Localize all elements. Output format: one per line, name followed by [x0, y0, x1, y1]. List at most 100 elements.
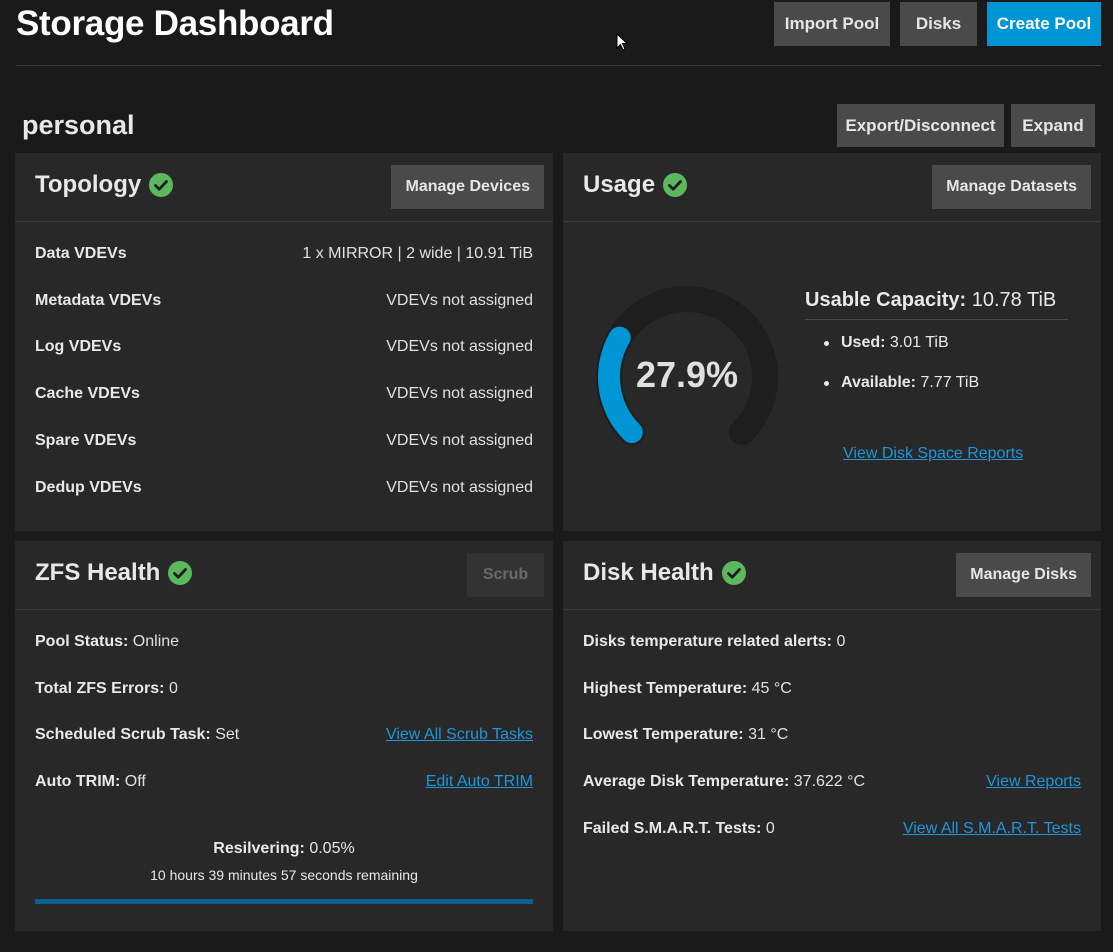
header-divider	[16, 65, 1101, 66]
view-all-scrub-tasks-link[interactable]: View All Scrub Tasks	[385, 726, 533, 743]
edit-auto-trim-link[interactable]: Edit Auto TRIM	[425, 773, 533, 790]
topology-card-header: Topology Manage Devices	[15, 153, 553, 222]
row-value: VDEVs not assigned	[386, 479, 533, 496]
pool-status-value: Online	[132, 633, 180, 650]
temperature-alerts-label: Disks temperature related alerts:	[583, 633, 832, 650]
resilvering-status: Resilvering: 0.05%	[15, 840, 553, 858]
zfs-errors-label: Total ZFS Errors:	[35, 680, 165, 697]
scrub-task-row: Scheduled Scrub Task: Set View All Scrub…	[35, 723, 533, 747]
scrub-task-label: Scheduled Scrub Task:	[35, 726, 211, 743]
resilvering-value: 0.05%	[309, 840, 355, 857]
zfs-health-card: ZFS Health Scrub Pool Status: Online Tot…	[15, 541, 553, 931]
topology-row-log: Log VDEVs VDEVs not assigned	[35, 335, 533, 359]
row-value: 1 x MIRROR | 2 wide | 10.91 TiB	[302, 245, 533, 262]
row-label: Metadata VDEVs	[35, 292, 162, 309]
resilvering-progress-bar	[35, 899, 533, 904]
auto-trim-row: Auto TRIM: Off Edit Auto TRIM	[35, 770, 533, 794]
row-label: Spare VDEVs	[35, 432, 137, 449]
topology-title: Topology	[35, 171, 174, 199]
gauge-fill	[598, 326, 643, 444]
usage-card-header: Usage Manage Datasets	[563, 153, 1101, 222]
highest-temperature-row: Highest Temperature: 45 °C	[583, 677, 1081, 701]
check-circle-icon	[149, 173, 174, 197]
view-all-smart-tests-link[interactable]: View All S.M.A.R.T. Tests	[902, 820, 1081, 837]
zfs-errors-value: 0	[168, 680, 178, 697]
capacity-underline	[805, 319, 1068, 320]
bullet-icon	[824, 380, 829, 386]
row-value: VDEVs not assigned	[386, 385, 533, 402]
usage-card: Usage Manage Datasets 27.9% Usable Capac…	[563, 153, 1101, 531]
disk-health-title-text: Disk Health	[583, 559, 714, 586]
used-label: Used:	[841, 334, 886, 351]
usable-capacity-label: Usable Capacity:	[805, 289, 967, 311]
usage-title-text: Usage	[583, 171, 656, 198]
row-label: Dedup VDEVs	[35, 479, 142, 496]
average-temperature-row: Average Disk Temperature: 37.622 °C View…	[583, 770, 1081, 794]
resilvering-label: Resilvering:	[213, 840, 305, 857]
topology-row-cache: Cache VDEVs VDEVs not assigned	[35, 382, 533, 406]
available-label: Available:	[841, 374, 916, 391]
pool-status-label: Pool Status:	[35, 633, 129, 650]
topology-row-metadata: Metadata VDEVs VDEVs not assigned	[35, 289, 533, 313]
row-value: VDEVs not assigned	[386, 338, 533, 355]
check-circle-icon	[663, 173, 688, 197]
lowest-temperature-value: 31 °C	[748, 726, 789, 743]
zfs-health-title: ZFS Health	[35, 559, 193, 587]
create-pool-button[interactable]: Create Pool	[987, 2, 1101, 46]
page-title: Storage Dashboard	[16, 4, 334, 43]
row-label: Cache VDEVs	[35, 385, 140, 402]
row-label: Log VDEVs	[35, 338, 122, 355]
highest-temperature-value: 45 °C	[751, 680, 792, 697]
pool-name: personal	[22, 110, 135, 140]
temperature-alerts-value: 0	[836, 633, 846, 650]
mouse-cursor-icon	[616, 33, 628, 51]
failed-smart-row: Failed S.M.A.R.T. Tests: 0 View All S.M.…	[583, 817, 1081, 841]
auto-trim-label: Auto TRIM:	[35, 773, 121, 790]
disk-health-card: Disk Health Manage Disks Disks temperatu…	[563, 541, 1101, 931]
bullet-icon	[824, 340, 829, 346]
view-reports-link[interactable]: View Reports	[986, 773, 1081, 790]
zfs-errors-row: Total ZFS Errors: 0	[35, 677, 533, 701]
scrub-button[interactable]: Scrub	[467, 553, 544, 597]
row-value: VDEVs not assigned	[386, 292, 533, 309]
topology-title-text: Topology	[35, 171, 142, 198]
zfs-health-title-text: ZFS Health	[35, 559, 161, 586]
check-circle-icon	[721, 561, 746, 585]
manage-datasets-button[interactable]: Manage Datasets	[932, 165, 1091, 209]
auto-trim-value: Off	[124, 773, 146, 790]
row-value: VDEVs not assigned	[386, 432, 533, 449]
topology-row-dedup: Dedup VDEVs VDEVs not assigned	[35, 476, 533, 500]
average-temperature-label: Average Disk Temperature:	[583, 773, 790, 790]
scrub-task-value: Set	[215, 726, 240, 743]
import-pool-button[interactable]: Import Pool	[774, 2, 890, 46]
resilvering-progress-fill	[35, 899, 533, 904]
manage-devices-button[interactable]: Manage Devices	[391, 165, 544, 209]
available-value: 7.77 TiB	[920, 374, 980, 391]
average-temperature-value: 37.622 °C	[793, 773, 866, 790]
temperature-alerts-row: Disks temperature related alerts: 0	[583, 630, 1081, 654]
lowest-temperature-label: Lowest Temperature:	[583, 726, 744, 743]
row-label: Data VDEVs	[35, 245, 127, 262]
export-disconnect-button[interactable]: Export/Disconnect	[837, 104, 1004, 147]
topology-card: Topology Manage Devices Data VDEVs 1 x M…	[15, 153, 553, 531]
disk-health-card-header: Disk Health Manage Disks	[563, 541, 1101, 610]
used-item: Used: 3.01 TiB	[824, 334, 949, 352]
usage-gauge	[596, 286, 778, 446]
available-item: Available: 7.77 TiB	[824, 374, 979, 392]
usage-title: Usage	[583, 171, 688, 199]
manage-disks-button[interactable]: Manage Disks	[956, 553, 1091, 597]
check-circle-icon	[168, 561, 193, 585]
failed-smart-label: Failed S.M.A.R.T. Tests:	[583, 820, 762, 837]
lowest-temperature-row: Lowest Temperature: 31 °C	[583, 723, 1081, 747]
zfs-health-card-header: ZFS Health Scrub	[15, 541, 553, 610]
view-disk-space-reports-link[interactable]: View Disk Space Reports	[843, 445, 1024, 462]
topology-row-data: Data VDEVs 1 x MIRROR | 2 wide | 10.91 T…	[35, 242, 533, 266]
disk-health-title: Disk Health	[583, 559, 746, 587]
highest-temperature-label: Highest Temperature:	[583, 680, 748, 697]
usage-percent: 27.9%	[635, 354, 739, 395]
pool-status-row: Pool Status: Online	[35, 630, 533, 654]
failed-smart-value: 0	[765, 820, 775, 837]
expand-button[interactable]: Expand	[1011, 104, 1095, 147]
resilvering-remaining: 10 hours 39 minutes 57 seconds remaining	[150, 867, 418, 883]
disks-button[interactable]: Disks	[900, 2, 977, 46]
